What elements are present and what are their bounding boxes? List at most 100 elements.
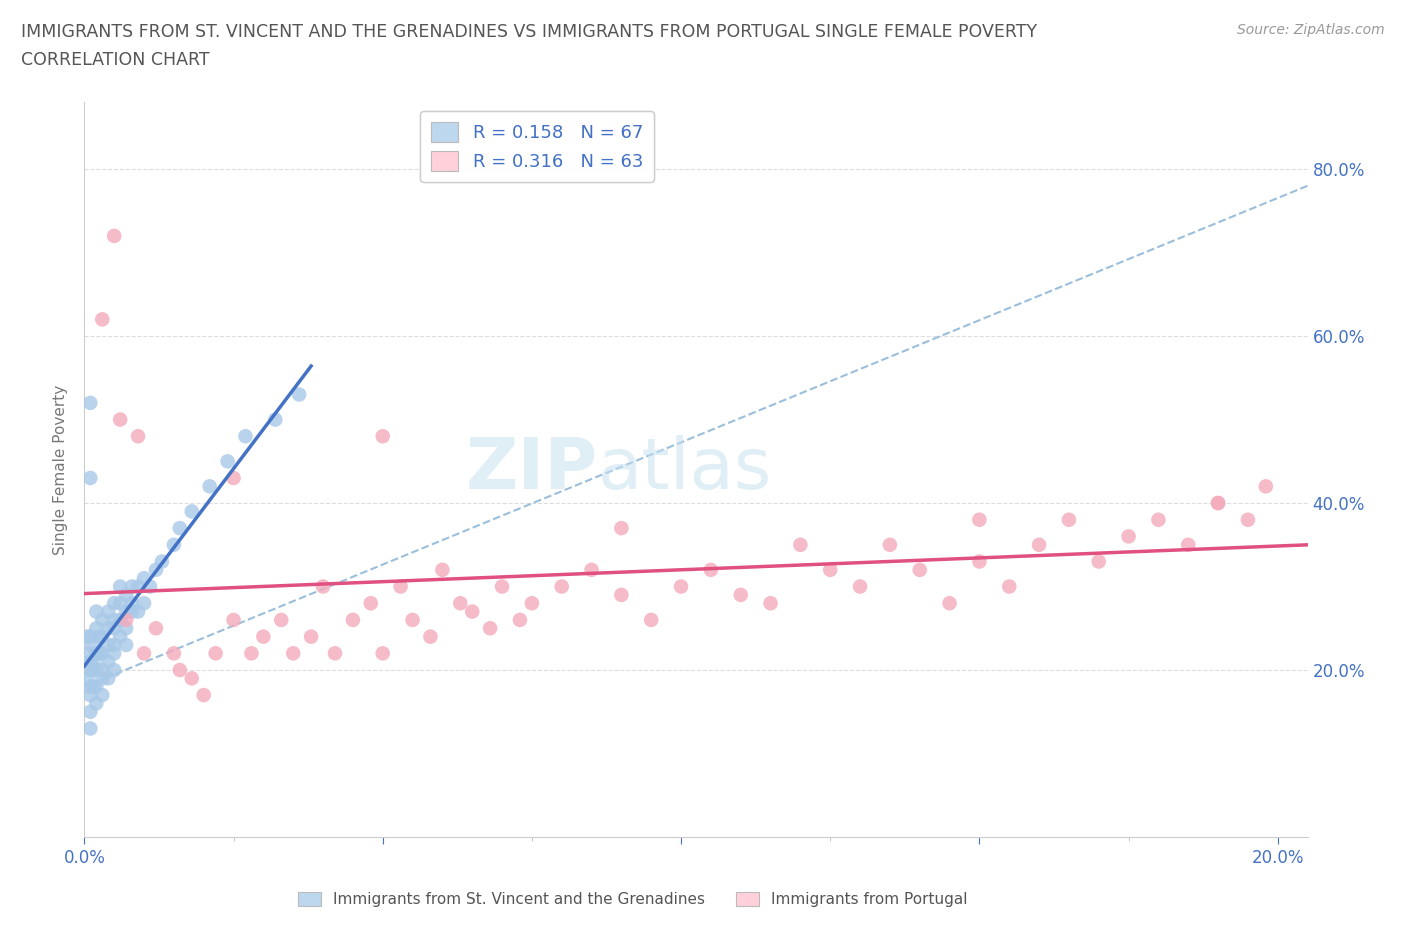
Point xyxy=(150,554,173,569)
Point xyxy=(82,654,104,669)
Point xyxy=(84,662,107,677)
Point xyxy=(283,646,305,661)
Point xyxy=(1206,496,1229,511)
Point xyxy=(849,579,872,594)
Point xyxy=(97,654,120,669)
Point xyxy=(169,662,191,677)
Point xyxy=(84,621,107,636)
Point xyxy=(240,646,263,661)
Text: Source: ZipAtlas.com: Source: ZipAtlas.com xyxy=(1237,23,1385,37)
Point xyxy=(115,638,138,653)
Point xyxy=(91,671,114,685)
Point xyxy=(818,563,841,578)
Point xyxy=(127,604,149,619)
Point xyxy=(91,630,114,644)
Point xyxy=(79,662,101,677)
Point xyxy=(82,679,104,694)
Point xyxy=(84,679,107,694)
Point xyxy=(121,596,143,611)
Point xyxy=(217,454,239,469)
Text: ZIP: ZIP xyxy=(465,435,598,504)
Y-axis label: Single Female Poverty: Single Female Poverty xyxy=(53,384,69,555)
Point xyxy=(235,429,257,444)
Point xyxy=(91,312,114,326)
Point xyxy=(610,521,633,536)
Point xyxy=(938,596,960,611)
Point xyxy=(1177,538,1199,552)
Point xyxy=(103,662,125,677)
Point xyxy=(97,604,120,619)
Point xyxy=(371,429,394,444)
Point xyxy=(360,596,382,611)
Point xyxy=(77,646,100,661)
Point xyxy=(222,613,245,628)
Point xyxy=(108,596,131,611)
Point xyxy=(145,621,167,636)
Point xyxy=(491,579,513,594)
Point xyxy=(551,579,574,594)
Point xyxy=(222,471,245,485)
Point xyxy=(342,613,364,628)
Point xyxy=(879,538,901,552)
Point xyxy=(581,563,603,578)
Point xyxy=(103,596,125,611)
Point xyxy=(371,646,394,661)
Point xyxy=(509,613,531,628)
Point xyxy=(132,596,155,611)
Point xyxy=(115,613,138,628)
Point xyxy=(969,512,991,527)
Point xyxy=(264,412,287,427)
Point xyxy=(479,621,502,636)
Point xyxy=(1028,538,1050,552)
Point xyxy=(145,563,167,578)
Point xyxy=(84,604,107,619)
Point xyxy=(1147,512,1170,527)
Point xyxy=(312,579,335,594)
Point xyxy=(969,554,991,569)
Point xyxy=(1206,496,1229,511)
Point xyxy=(640,613,662,628)
Point xyxy=(323,646,346,661)
Point xyxy=(79,721,101,736)
Point xyxy=(80,638,103,653)
Point xyxy=(115,588,138,603)
Point xyxy=(97,671,120,685)
Point xyxy=(89,630,111,644)
Point xyxy=(79,687,101,702)
Point xyxy=(115,604,138,619)
Point xyxy=(1057,512,1080,527)
Point xyxy=(432,563,454,578)
Point xyxy=(79,471,101,485)
Point xyxy=(121,579,143,594)
Point xyxy=(132,646,155,661)
Point xyxy=(789,538,811,552)
Point xyxy=(103,613,125,628)
Point xyxy=(79,654,101,669)
Point xyxy=(127,429,149,444)
Point xyxy=(169,521,191,536)
Point xyxy=(76,630,98,644)
Point xyxy=(389,579,412,594)
Point xyxy=(449,596,471,611)
Point xyxy=(461,604,484,619)
Point xyxy=(163,646,186,661)
Point xyxy=(97,638,120,653)
Point xyxy=(89,646,111,661)
Point xyxy=(1254,479,1277,494)
Point xyxy=(91,662,114,677)
Legend: Immigrants from St. Vincent and the Grenadines, Immigrants from Portugal: Immigrants from St. Vincent and the Gren… xyxy=(292,885,973,913)
Point xyxy=(139,579,162,594)
Point xyxy=(610,588,633,603)
Point xyxy=(108,630,131,644)
Point xyxy=(998,579,1021,594)
Point xyxy=(103,621,125,636)
Text: IMMIGRANTS FROM ST. VINCENT AND THE GRENADINES VS IMMIGRANTS FROM PORTUGAL SINGL: IMMIGRANTS FROM ST. VINCENT AND THE GREN… xyxy=(21,23,1038,41)
Point xyxy=(91,687,114,702)
Point xyxy=(1118,529,1140,544)
Point xyxy=(115,621,138,636)
Point xyxy=(1237,512,1260,527)
Point xyxy=(252,630,274,644)
Point xyxy=(1087,554,1109,569)
Point xyxy=(84,646,107,661)
Point xyxy=(520,596,543,611)
